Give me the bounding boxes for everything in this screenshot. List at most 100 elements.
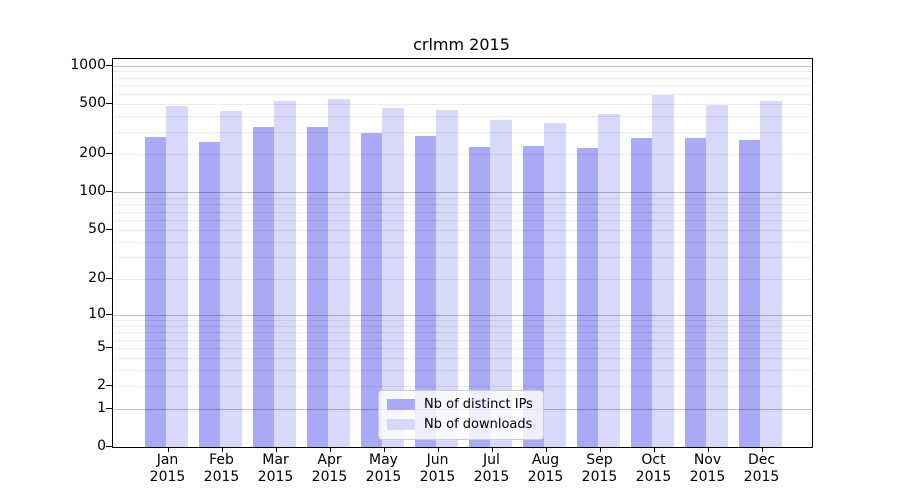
bar-downloads-apr bbox=[328, 98, 350, 447]
gridline-600 bbox=[113, 93, 812, 95]
y-tick-label-50: 50 bbox=[88, 220, 106, 237]
y-tick-label-20: 20 bbox=[88, 269, 106, 286]
x-tick-mark-jun bbox=[437, 447, 439, 452]
y-tick-mark-50 bbox=[106, 228, 112, 230]
y-tick-mark-200 bbox=[106, 153, 112, 155]
x-tick-label-apr: Apr 2015 bbox=[311, 452, 348, 485]
x-tick-mark-feb bbox=[221, 447, 223, 452]
y-tick-label-1: 1 bbox=[97, 399, 106, 416]
y-tick-mark-100 bbox=[106, 191, 112, 193]
y-tick-label-1000: 1000 bbox=[70, 56, 106, 73]
bar-downloads-jul bbox=[490, 120, 512, 447]
legend-swatch-distinct-ips bbox=[387, 399, 415, 410]
x-tick-label-mar: Mar 2015 bbox=[257, 452, 294, 485]
gridline-6 bbox=[113, 339, 812, 341]
gridline-8 bbox=[113, 325, 812, 327]
x-tick-mark-dec bbox=[761, 447, 763, 452]
bar-distinct-ips-aug bbox=[522, 146, 544, 447]
y-tick-label-5: 5 bbox=[97, 339, 106, 356]
y-tick-mark-0 bbox=[106, 446, 112, 447]
gridline-3 bbox=[113, 370, 812, 372]
legend-label-downloads: Nb of downloads bbox=[424, 417, 533, 432]
gridline-500 bbox=[113, 103, 812, 105]
y-tick-mark-20 bbox=[106, 277, 112, 279]
gridline-70 bbox=[113, 211, 812, 213]
x-tick-label-jan: Jan 2015 bbox=[149, 452, 186, 485]
bar-downloads-oct bbox=[652, 94, 674, 447]
y-tick-mark-5 bbox=[106, 347, 112, 349]
x-tick-label-dec: Dec 2015 bbox=[743, 452, 780, 485]
bar-distinct-ips-mar bbox=[252, 126, 274, 447]
bar-downloads-sep bbox=[598, 114, 620, 447]
bar-distinct-ips-apr bbox=[306, 126, 328, 447]
x-tick-mark-mar bbox=[275, 447, 277, 452]
plot-area bbox=[112, 58, 813, 448]
bar-downloads-jan bbox=[166, 106, 188, 447]
x-tick-mark-nov bbox=[707, 447, 709, 452]
bar-downloads-feb bbox=[220, 111, 242, 447]
bar-downloads-nov bbox=[706, 104, 728, 447]
gridline-4 bbox=[113, 358, 812, 360]
gridline-700 bbox=[113, 85, 812, 87]
y-tick-label-10: 10 bbox=[88, 305, 106, 322]
legend-swatch-downloads bbox=[387, 419, 415, 430]
x-tick-label-may: May 2015 bbox=[365, 452, 402, 485]
gridline-2 bbox=[113, 386, 812, 388]
legend-item-downloads: Nb of downloads bbox=[387, 417, 533, 432]
bar-distinct-ips-jul bbox=[468, 146, 490, 447]
grid-layer bbox=[113, 59, 812, 447]
bar-distinct-ips-sep bbox=[576, 147, 598, 447]
bar-distinct-ips-feb bbox=[198, 141, 220, 447]
gridline-200 bbox=[113, 154, 812, 156]
bar-downloads-mar bbox=[274, 100, 296, 447]
bar-downloads-dec bbox=[760, 101, 782, 447]
x-tick-mark-apr bbox=[329, 447, 331, 452]
bar-downloads-may bbox=[382, 108, 404, 447]
x-tick-label-feb: Feb 2015 bbox=[203, 452, 240, 485]
x-tick-mark-may bbox=[383, 447, 385, 452]
legend-label-distinct-ips: Nb of distinct IPs bbox=[424, 397, 533, 412]
x-tick-mark-jan bbox=[167, 447, 169, 452]
gridline-10 bbox=[113, 314, 812, 316]
gridline-30 bbox=[113, 257, 812, 259]
x-tick-label-nov: Nov 2015 bbox=[689, 452, 726, 485]
bar-distinct-ips-jun bbox=[414, 135, 436, 447]
y-tick-mark-1 bbox=[106, 407, 112, 409]
y-tick-label-0: 0 bbox=[97, 438, 106, 454]
gridline-800 bbox=[113, 77, 812, 79]
gridline-5 bbox=[113, 348, 812, 350]
gridline-90 bbox=[113, 197, 812, 199]
x-tick-label-jun: Jun 2015 bbox=[419, 452, 456, 485]
gridline-900 bbox=[113, 71, 812, 73]
chart-title: crlmm 2015 bbox=[413, 35, 510, 54]
bar-distinct-ips-oct bbox=[630, 137, 652, 447]
y-tick-mark-2 bbox=[106, 385, 112, 387]
y-tick-label-500: 500 bbox=[79, 94, 106, 111]
bar-distinct-ips-may bbox=[360, 133, 382, 447]
y-tick-mark-1000 bbox=[106, 64, 112, 66]
gridline-300 bbox=[113, 131, 812, 133]
gridline-80 bbox=[113, 204, 812, 206]
bar-distinct-ips-jan bbox=[144, 136, 166, 447]
y-tick-mark-10 bbox=[106, 313, 112, 315]
gridline-20 bbox=[113, 278, 812, 280]
x-tick-label-jul: Jul 2015 bbox=[473, 452, 510, 485]
bars-layer bbox=[113, 59, 812, 447]
gridline-9 bbox=[113, 319, 812, 321]
legend: Nb of distinct IPs Nb of downloads bbox=[378, 390, 544, 440]
x-tick-mark-sep bbox=[599, 447, 601, 452]
y-tick-mark-500 bbox=[106, 102, 112, 104]
x-tick-mark-oct bbox=[653, 447, 655, 452]
x-tick-label-sep: Sep 2015 bbox=[581, 452, 618, 485]
gridline-1000 bbox=[113, 65, 812, 67]
legend-item-distinct-ips: Nb of distinct IPs bbox=[387, 397, 533, 412]
x-tick-mark-aug bbox=[545, 447, 547, 452]
bar-distinct-ips-dec bbox=[738, 139, 760, 447]
gridline-60 bbox=[113, 220, 812, 221]
gridline-40 bbox=[113, 241, 812, 243]
bar-downloads-jun bbox=[436, 109, 458, 447]
bar-distinct-ips-nov bbox=[684, 138, 706, 447]
gridline-100 bbox=[113, 192, 812, 194]
x-tick-label-aug: Aug 2015 bbox=[527, 452, 564, 485]
